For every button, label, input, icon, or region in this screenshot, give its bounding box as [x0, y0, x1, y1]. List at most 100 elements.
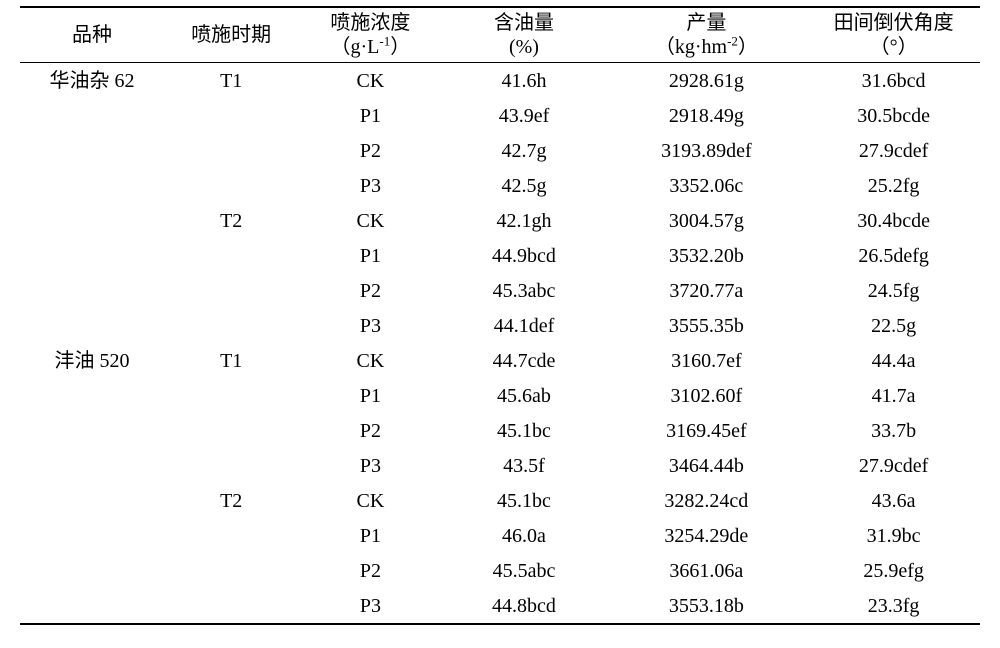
cell-oil: 46.0a	[442, 518, 605, 553]
cell-conc: P3	[298, 588, 442, 624]
table-row: P143.9ef2918.49g30.5bcde	[20, 98, 980, 133]
cell-yield: 3553.18b	[606, 588, 808, 624]
cell-conc: CK	[298, 483, 442, 518]
cell-period: T2	[164, 483, 298, 518]
table-row: 华油杂 62T1CK41.6h2928.61g31.6bcd	[20, 63, 980, 99]
cell-period: T1	[164, 63, 298, 99]
cell-yield: 2928.61g	[606, 63, 808, 99]
table-row: P146.0a3254.29de31.9bc	[20, 518, 980, 553]
table-row: T2CK42.1gh3004.57g30.4bcde	[20, 203, 980, 238]
cell-oil: 44.8bcd	[442, 588, 605, 624]
cell-yield: 3193.89def	[606, 133, 808, 168]
cell-period	[164, 518, 298, 553]
cell-variety	[20, 413, 164, 448]
cell-variety: 沣油 520	[20, 343, 164, 378]
table-container: 品种 喷施时期 喷施浓度 （g·L-1） 含油量 (%) 产量 （kg·hm-2…	[0, 0, 1000, 625]
header-angle-line2: （°）	[870, 36, 918, 58]
cell-variety	[20, 378, 164, 413]
cell-period	[164, 378, 298, 413]
cell-conc: P3	[298, 168, 442, 203]
cell-yield: 3102.60f	[606, 378, 808, 413]
cell-variety: 华油杂 62	[20, 63, 164, 99]
cell-oil: 44.7cde	[442, 343, 605, 378]
cell-period	[164, 588, 298, 624]
cell-conc: P2	[298, 413, 442, 448]
table-row: P245.5abc3661.06a25.9efg	[20, 553, 980, 588]
cell-angle: 31.6bcd	[807, 63, 980, 99]
cell-variety	[20, 133, 164, 168]
cell-conc: P3	[298, 308, 442, 343]
cell-period	[164, 413, 298, 448]
cell-angle: 44.4a	[807, 343, 980, 378]
cell-angle: 24.5fg	[807, 273, 980, 308]
cell-variety	[20, 448, 164, 483]
header-conc-line1: 喷施浓度	[330, 12, 410, 34]
cell-yield: 3160.7ef	[606, 343, 808, 378]
cell-angle: 25.2fg	[807, 168, 980, 203]
cell-oil: 45.3abc	[442, 273, 605, 308]
header-period-label: 喷施时期	[191, 24, 271, 46]
cell-variety	[20, 588, 164, 624]
cell-conc: CK	[298, 63, 442, 99]
cell-yield: 2918.49g	[606, 98, 808, 133]
header-angle: 田间倒伏角度 （°）	[807, 7, 980, 63]
header-yield-line2-suffix: ）	[738, 36, 758, 58]
cell-angle: 27.9cdef	[807, 448, 980, 483]
header-oil-line1: 含油量	[494, 12, 554, 34]
cell-variety	[20, 483, 164, 518]
table-row: P145.6ab3102.60f41.7a	[20, 378, 980, 413]
cell-yield: 3661.06a	[606, 553, 808, 588]
table-row: P344.8bcd3553.18b23.3fg	[20, 588, 980, 624]
header-conc-line2-prefix: （g·L	[331, 36, 380, 58]
cell-angle: 26.5defg	[807, 238, 980, 273]
table-row: P245.3abc3720.77a24.5fg	[20, 273, 980, 308]
cell-period	[164, 448, 298, 483]
cell-period	[164, 553, 298, 588]
table-row: P343.5f3464.44b27.9cdef	[20, 448, 980, 483]
cell-yield: 3004.57g	[606, 203, 808, 238]
cell-yield: 3464.44b	[606, 448, 808, 483]
cell-period	[164, 98, 298, 133]
data-table: 品种 喷施时期 喷施浓度 （g·L-1） 含油量 (%) 产量 （kg·hm-2…	[20, 6, 980, 625]
cell-variety	[20, 168, 164, 203]
cell-oil: 41.6h	[442, 63, 605, 99]
cell-angle: 22.5g	[807, 308, 980, 343]
cell-angle: 27.9cdef	[807, 133, 980, 168]
table-row: 沣油 520T1CK44.7cde3160.7ef44.4a	[20, 343, 980, 378]
cell-conc: CK	[298, 203, 442, 238]
header-period: 喷施时期	[164, 7, 298, 63]
table-header: 品种 喷施时期 喷施浓度 （g·L-1） 含油量 (%) 产量 （kg·hm-2…	[20, 7, 980, 63]
header-yield: 产量 （kg·hm-2）	[606, 7, 808, 63]
cell-period	[164, 238, 298, 273]
header-conc-sup: -1	[379, 33, 390, 48]
header-conc: 喷施浓度 （g·L-1）	[298, 7, 442, 63]
cell-variety	[20, 553, 164, 588]
cell-conc: P1	[298, 238, 442, 273]
cell-oil: 45.1bc	[442, 413, 605, 448]
cell-period	[164, 273, 298, 308]
header-row: 品种 喷施时期 喷施浓度 （g·L-1） 含油量 (%) 产量 （kg·hm-2…	[20, 7, 980, 63]
cell-yield: 3532.20b	[606, 238, 808, 273]
cell-variety	[20, 273, 164, 308]
header-variety: 品种	[20, 7, 164, 63]
cell-conc: P1	[298, 98, 442, 133]
cell-angle: 33.7b	[807, 413, 980, 448]
header-conc-line2-suffix: ）	[390, 36, 410, 58]
cell-variety	[20, 203, 164, 238]
table-row: P344.1def3555.35b22.5g	[20, 308, 980, 343]
cell-yield: 3169.45ef	[606, 413, 808, 448]
cell-variety	[20, 238, 164, 273]
header-oil: 含油量 (%)	[442, 7, 605, 63]
cell-oil: 45.5abc	[442, 553, 605, 588]
cell-conc: CK	[298, 343, 442, 378]
cell-angle: 30.5bcde	[807, 98, 980, 133]
cell-angle: 30.4bcde	[807, 203, 980, 238]
table-row: T2CK45.1bc3282.24cd43.6a	[20, 483, 980, 518]
cell-oil: 45.6ab	[442, 378, 605, 413]
header-angle-line1: 田间倒伏角度	[834, 12, 954, 34]
cell-conc: P3	[298, 448, 442, 483]
table-row: P144.9bcd3532.20b26.5defg	[20, 238, 980, 273]
header-yield-sup: -2	[727, 33, 738, 48]
cell-period	[164, 133, 298, 168]
cell-oil: 43.9ef	[442, 98, 605, 133]
